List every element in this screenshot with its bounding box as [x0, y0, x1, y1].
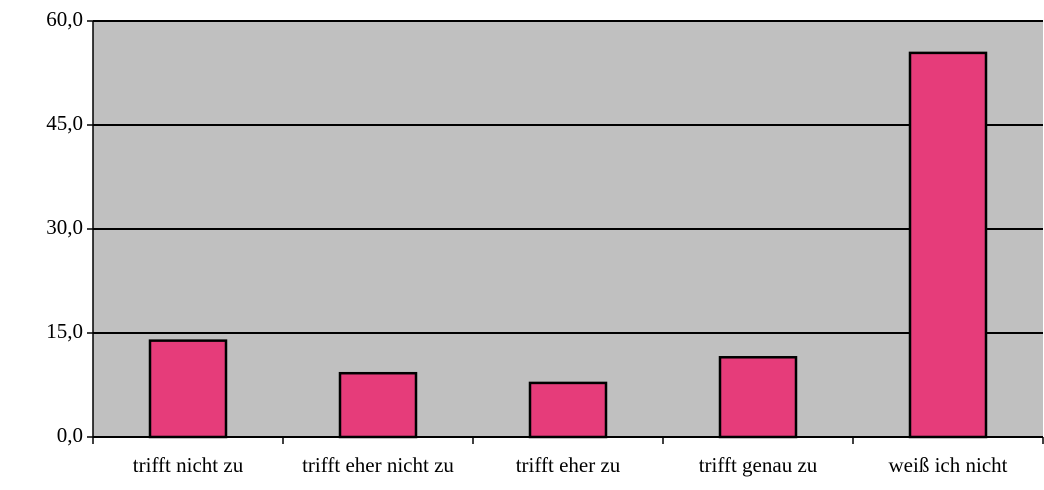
- y-tick-label: 15,0: [46, 319, 83, 343]
- x-tick-label: trifft nicht zu: [133, 453, 244, 477]
- y-tick-label: 0,0: [57, 423, 83, 447]
- x-tick-label: trifft genau zu: [699, 453, 818, 477]
- bar: [338, 371, 418, 439]
- x-tick-label: trifft eher zu: [516, 453, 621, 477]
- bar: [908, 51, 988, 439]
- y-tick-label: 60,0: [46, 7, 83, 31]
- bar: [718, 356, 798, 439]
- bar: [148, 339, 228, 439]
- x-tick-label: weiß ich nicht: [889, 453, 1008, 477]
- y-tick-label: 30,0: [46, 215, 83, 239]
- bar: [528, 381, 608, 439]
- x-tick-label: trifft eher nicht zu: [302, 453, 454, 477]
- y-tick-label: 45,0: [46, 111, 83, 135]
